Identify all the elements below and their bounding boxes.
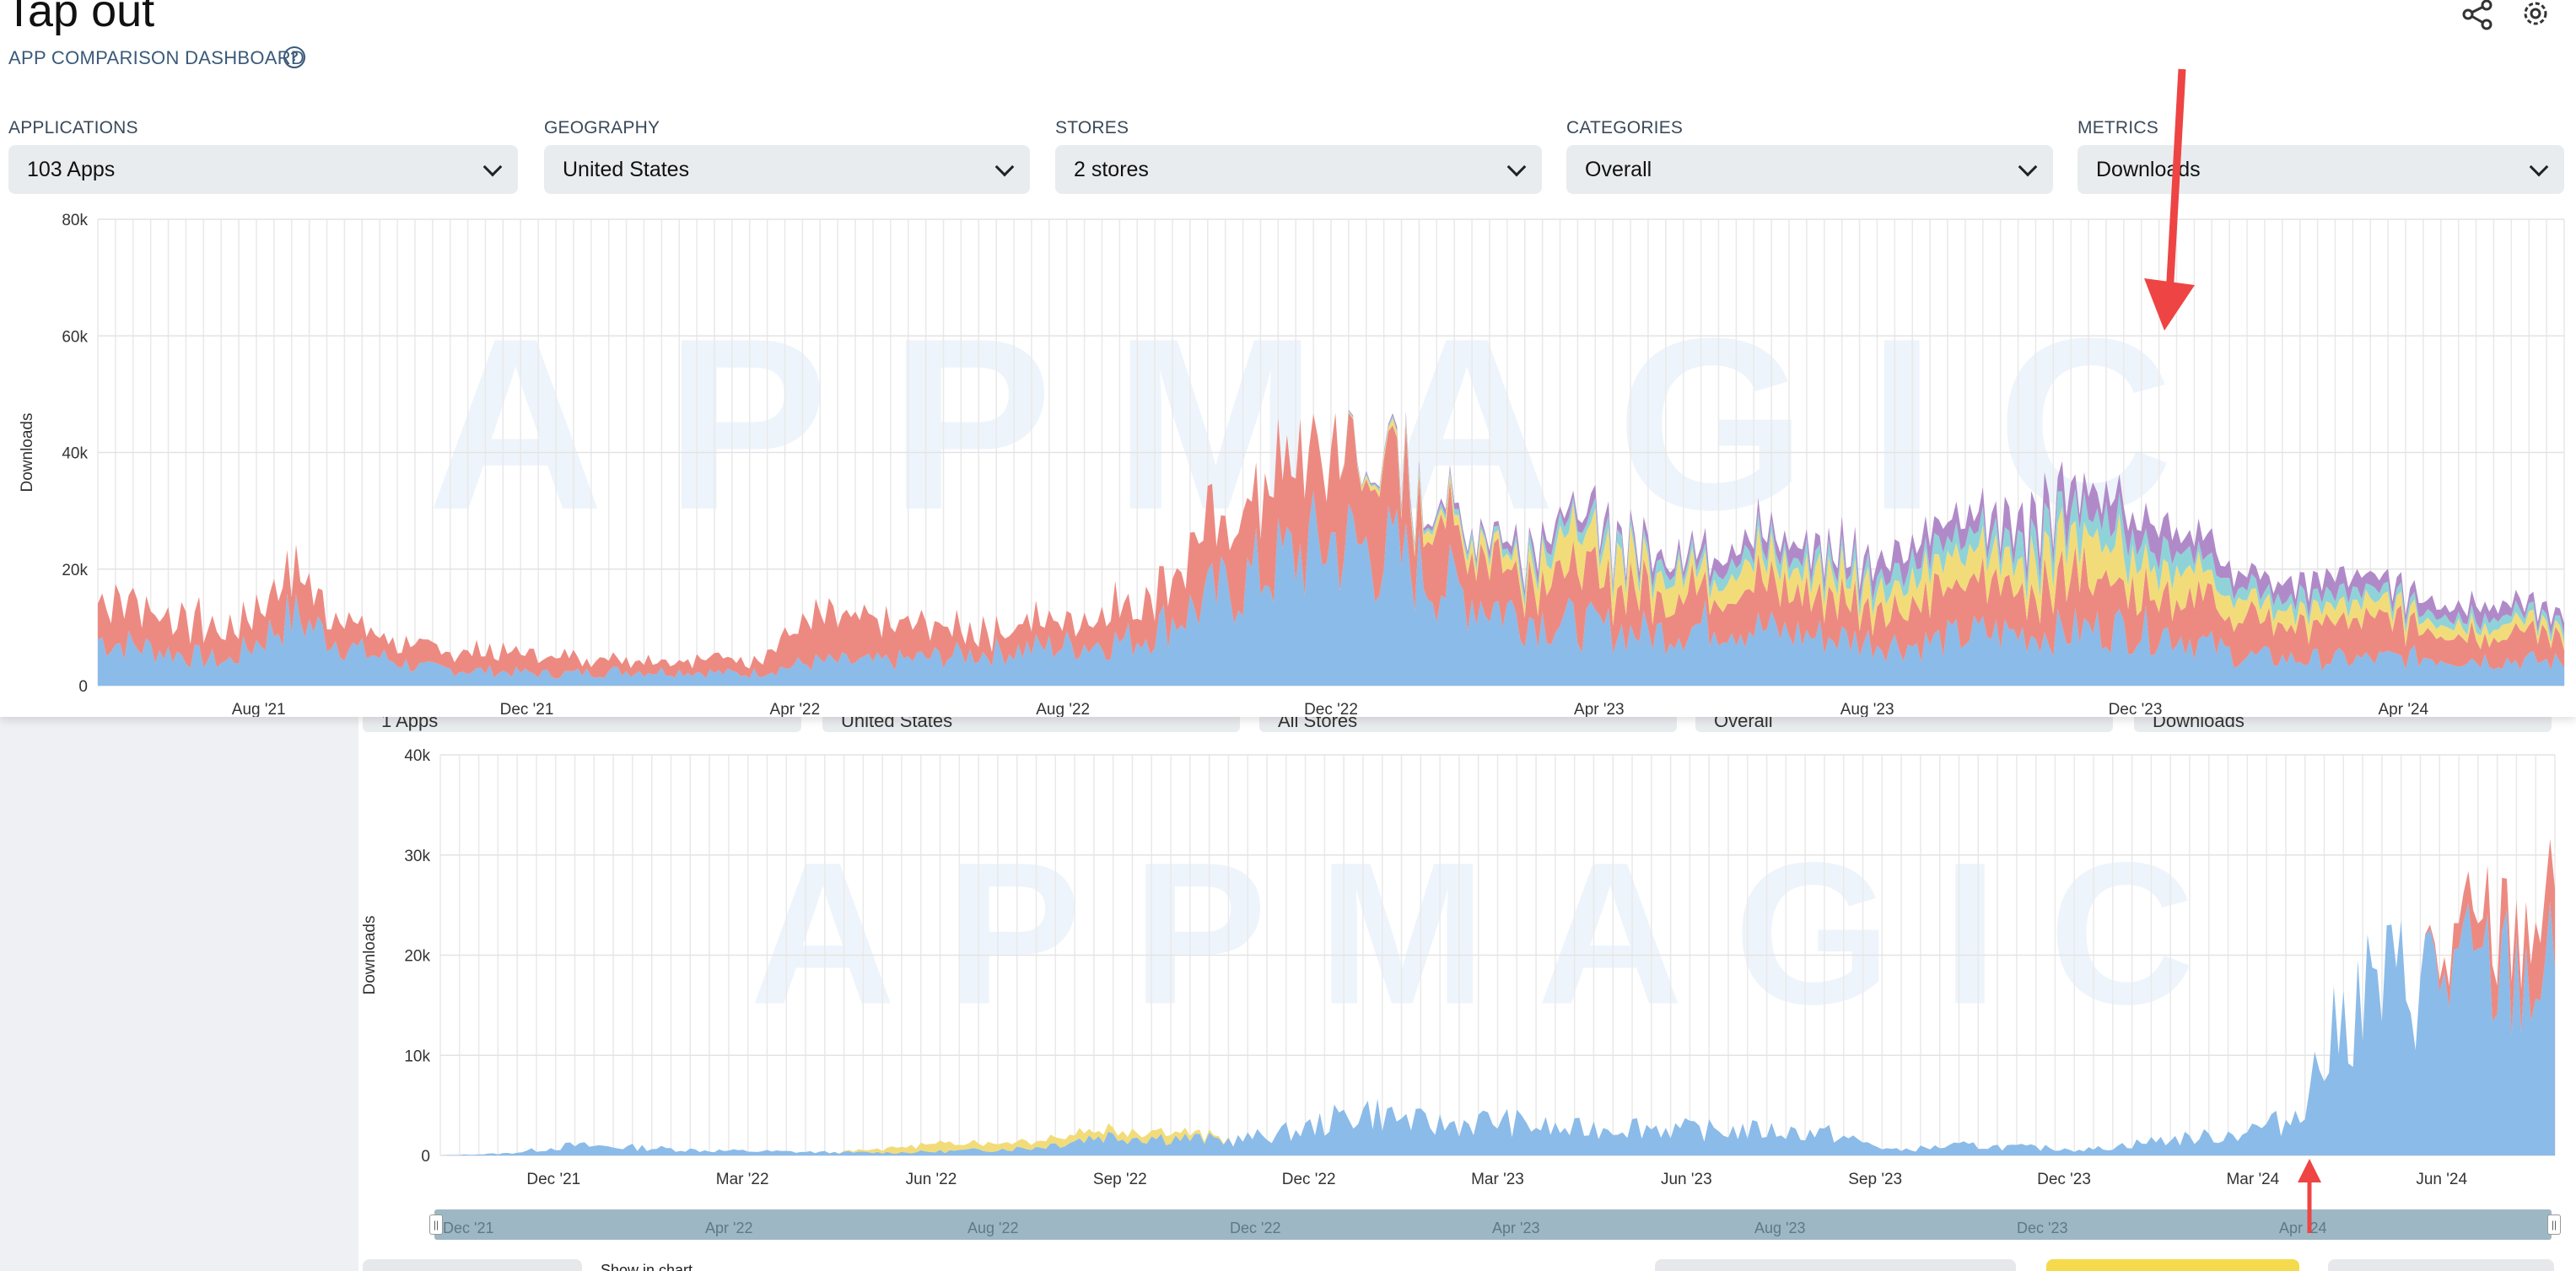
x-tick-label: Mar '22 [716,1171,769,1188]
chevron-down-icon [2018,157,2038,177]
x-tick-label: Aug '21 [232,701,286,717]
x-tick-label: Dec '22 [1282,1171,1336,1188]
dashboard-subtitle: APP COMPARISON DASHBOARD [8,47,305,68]
y-tick-label: 60k [62,328,88,346]
x-tick-label: Apr '22 [770,701,821,717]
chevron-down-icon [994,157,1015,177]
y-axis-label: Downloads [19,413,36,493]
x-tick-label: Jun '24 [2416,1171,2467,1188]
filter-categories[interactable]: Overall [1566,145,2053,194]
x-tick-label: Sep '22 [1093,1171,1147,1188]
x-tick-label: Dec '22 [1304,701,1358,717]
gear-icon[interactable] [2519,0,2552,30]
x-tick-label: Sep '23 [1848,1171,1902,1188]
filter-value: Overall [1585,158,1652,181]
front-panel: Tap out APP COMPARISON DASHBOARD ? APPLI… [0,0,2576,717]
chevron-down-icon [482,157,503,177]
x-tick-label: Mar '23 [1471,1171,1524,1188]
scrubber-tick-label: Dec '22 [1230,1220,1281,1236]
scrubber-tick-label: Apr '24 [2279,1220,2327,1236]
y-tick-label: 40k [404,747,430,765]
annotation-arrow-up [2298,1159,2321,1233]
back-sidebar [0,717,358,1271]
back-bottom-highlight[interactable] [2046,1259,2299,1271]
filter-value: United States [563,158,690,181]
x-tick-label: Aug '22 [1036,701,1090,717]
filter-label-geography: GEOGRAPHY [544,118,660,137]
filter-label-applications: APPLICATIONS [8,118,138,137]
x-tick-label: Jun '23 [1661,1171,1712,1188]
x-tick-label: Apr '24 [2378,701,2428,717]
filter-label-stores: STORES [1055,118,1129,137]
area-series-1 [98,490,2564,686]
back-bottom-control[interactable] [1655,1259,2016,1271]
filter-stores[interactable]: 2 stores [1055,145,1542,194]
scrubber-right-handle[interactable]: || [2547,1214,2561,1235]
filter-value: 2 stores [1074,158,1149,181]
scrubber-tick-label: Apr '22 [705,1220,753,1236]
y-tick-label: 80k [62,212,88,229]
show-in-chart-label: Show in chart [601,1262,693,1271]
y-tick-label: 10k [404,1047,430,1065]
back-bottom-tab[interactable] [363,1259,582,1271]
y-tick-label: 40k [62,445,88,463]
chevron-down-icon [2529,157,2549,177]
annotation-arrow-down [2144,68,2195,331]
timeline-scrubber[interactable] [434,1209,2552,1240]
x-tick-label: Jun '22 [906,1171,957,1188]
scrubber-left-handle[interactable]: || [429,1214,443,1235]
y-tick-label: 20k [62,562,88,579]
filter-label-metrics: METRICS [2078,118,2158,137]
x-tick-label: Dec '23 [2109,701,2163,717]
filter-geography[interactable]: United States [544,145,1030,194]
y-axis-label: Downloads [361,916,379,995]
x-tick-label: Apr '23 [1574,701,1625,717]
filter-label-categories: CATEGORIES [1566,118,1684,137]
filter-applications[interactable]: 103 Apps [8,145,518,194]
share-icon[interactable] [2460,0,2497,30]
y-tick-label: 0 [78,678,88,696]
scrubber-tick-label: Aug '23 [1754,1220,1806,1236]
back-bottom-control-2[interactable] [2328,1259,2554,1271]
area-series-3 [98,412,2564,669]
chevron-down-icon [1506,157,1527,177]
watermark-text: APPMAGIC [750,821,2245,1047]
x-tick-label: Dec '21 [500,701,554,717]
filter-value: Downloads [2096,158,2201,181]
filter-value: 103 Apps [27,158,116,181]
area-series-2 [98,412,2564,679]
secondary-downloads-chart: APPMAGIC 0 10k 20k 30k 40k Downloads Dec '21 Mar… [361,747,2556,1188]
filter-metrics[interactable]: Downloads [2078,145,2564,194]
scrubber-tick-label: Dec '23 [2017,1220,2068,1236]
x-tick-label: Dec '21 [526,1171,580,1188]
y-tick-label: 0 [421,1148,430,1166]
scrubber-tick-label: Aug '22 [967,1220,1019,1236]
scrubber-tick-label: Dec '21 [443,1220,494,1236]
x-tick-label: Mar '24 [2226,1171,2279,1188]
page-title: Tap out [5,0,155,36]
x-tick-label: Aug '23 [1840,701,1894,717]
help-circle-icon[interactable]: ? [283,46,305,68]
main-downloads-chart: APPMAGIC020k40k60k80kDownloadsAug '21Dec… [19,212,2565,717]
y-tick-label: 20k [404,948,430,966]
x-tick-label: Dec '23 [2037,1171,2091,1188]
area-series-1 [440,902,2555,1155]
y-tick-label: 30k [404,848,430,865]
scrubber-tick-label: Apr '23 [1492,1220,1540,1236]
